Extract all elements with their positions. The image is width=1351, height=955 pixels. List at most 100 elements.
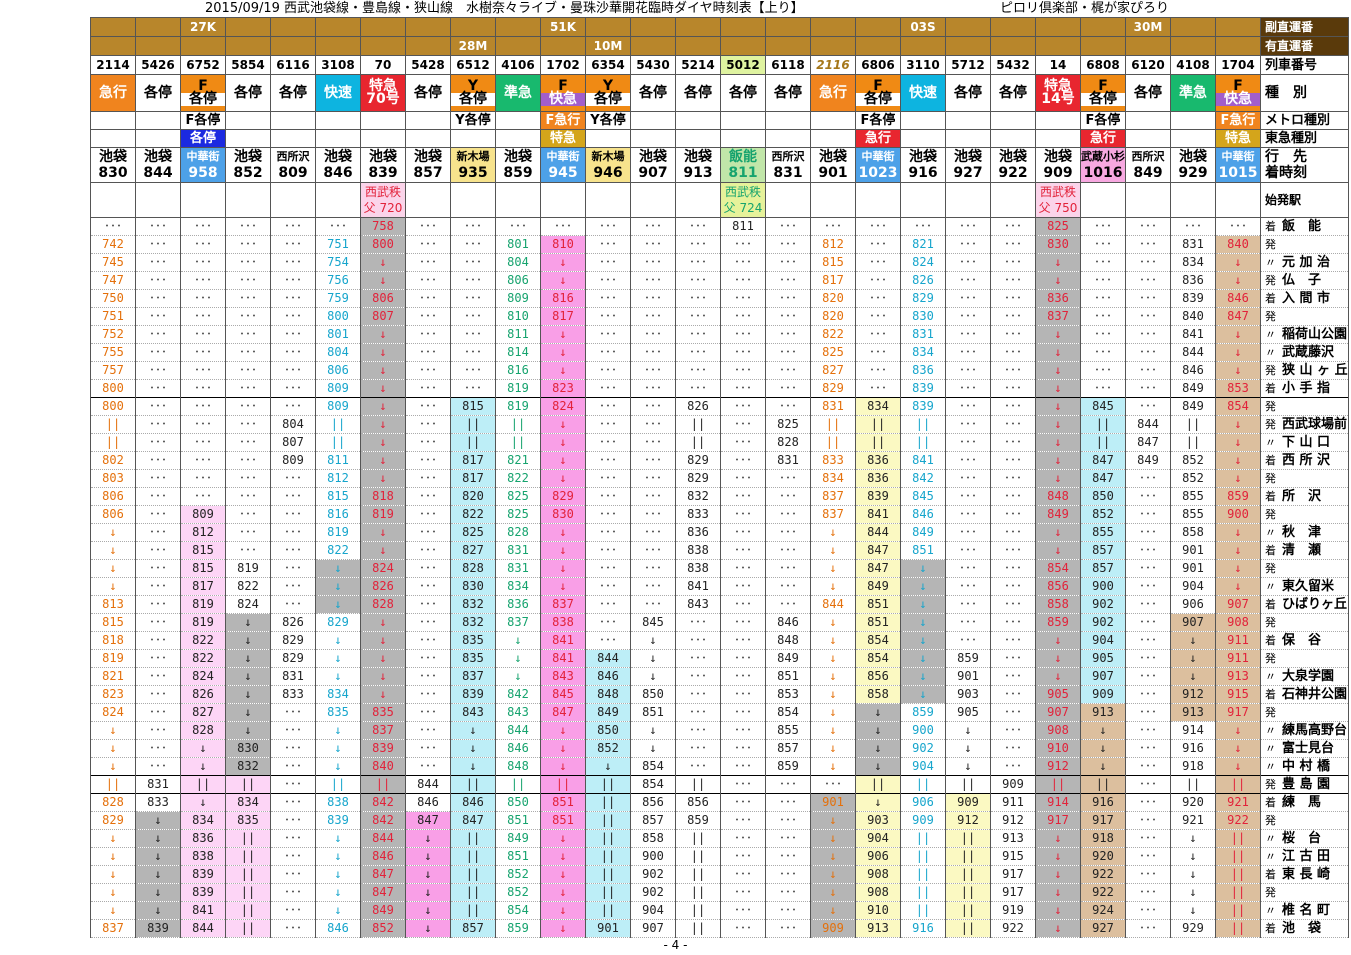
station-name: 小 手 指: [1282, 381, 1331, 396]
time-cell: 815: [180, 541, 226, 560]
time-cell: 809: [315, 379, 361, 398]
train-type-cell: 各停: [405, 74, 451, 112]
time-cell: 841: [900, 451, 946, 470]
time-cell: ||: [900, 829, 946, 848]
time-cell: 823: [540, 379, 586, 398]
time-cell: ･･･: [720, 739, 766, 758]
table-row: 752 ･･･ ･･･ ･･･ ･･･ 801 ↓ ･･･ ･･･ 811 ↓ ･･･ ･･･ ･･･ ･･…: [90, 325, 1349, 344]
table-row: ↓ ↓ 838 || ･･･ ↓ 846 ↓ || 851 ↓ || 900 || ･･･ ･･･ ↓ 906 ||…: [90, 847, 1349, 866]
time-cell: ･･･: [765, 523, 811, 542]
time-cell: ･･･: [405, 757, 451, 776]
tokyu-type-cell: 特急: [540, 129, 586, 148]
time-cell: 837: [90, 919, 136, 938]
time-cell: 909: [1080, 685, 1126, 704]
run-number-cell: 51K: [540, 17, 586, 37]
time-cell: 908: [1035, 721, 1081, 740]
time-cell: 818: [360, 487, 406, 506]
time-cell: ･･･: [1125, 361, 1171, 380]
time-cell: 806: [360, 289, 406, 308]
time-cell: ||: [945, 883, 991, 902]
time-cell: 904: [1170, 577, 1216, 596]
tokyu-type-cell: [315, 129, 361, 148]
time-cell: ･･･: [585, 253, 631, 272]
time-cell: 806: [315, 361, 361, 380]
time-cell: ･･･: [630, 577, 676, 596]
origin-cell: [315, 182, 361, 218]
arr-dep-mark: 着: [1265, 490, 1276, 503]
time-cell: ･･･: [1125, 469, 1171, 488]
origin-cell: [270, 182, 316, 218]
time-cell: ･･･: [765, 883, 811, 902]
station-name: 石神井公園: [1282, 687, 1348, 702]
time-cell: 918: [1170, 757, 1216, 776]
time-cell: 841: [540, 631, 586, 650]
time-cell: 806: [90, 487, 136, 506]
time-cell: 859: [1215, 487, 1261, 506]
run-number-cell: [495, 36, 541, 56]
time-cell: ･･･: [180, 217, 226, 236]
time-cell: ･･･: [585, 469, 631, 488]
time-cell: ･･･: [1080, 325, 1126, 344]
time-cell: ･･･: [270, 901, 316, 920]
table-row: 803 ･･･ ･･･ ･･･ ･･･ 812 ↓ ･･･ 817 822 ↓ ･･･ ･･･ 829 ･･…: [90, 469, 1349, 488]
metro-type-cell: [495, 111, 541, 130]
time-cell: ･･･: [720, 559, 766, 578]
time-cell: ･･･: [1080, 289, 1126, 308]
time-cell: ･･･: [1125, 217, 1171, 236]
table-row: 757 ･･･ ･･･ ･･･ ･･･ 806 ↓ ･･･ ･･･ 816 ↓ ･･･ ･･･ ･･･ ･･…: [90, 361, 1349, 380]
time-cell: ･･･: [630, 523, 676, 542]
time-cell: 829: [270, 649, 316, 668]
time-cell: ||: [585, 829, 631, 848]
time-cell: 900: [1215, 505, 1261, 524]
time-cell: 858: [630, 829, 676, 848]
time-cell: 839: [855, 487, 901, 506]
time-cell: ||: [945, 865, 991, 884]
destination-arrival: 929: [1178, 165, 1208, 181]
time-cell: 850: [585, 721, 631, 740]
time-cell: ↓: [1215, 343, 1261, 362]
time-cell: ↓: [225, 685, 271, 704]
time-cell: ･･･: [180, 379, 226, 398]
time-cell: 849: [585, 703, 631, 722]
time-cell: 917: [1215, 703, 1261, 722]
destination-arrival: 1016: [1083, 165, 1123, 181]
time-cell: 829: [270, 631, 316, 650]
station-name-cell: 着ひばりヶ丘: [1260, 595, 1349, 614]
origin-cell: [405, 182, 451, 218]
station-name-cell: 〃武蔵藤沢: [1260, 343, 1349, 362]
time-cell: 839: [360, 739, 406, 758]
destination-cell: 池袋 839: [360, 147, 406, 183]
time-cell: ･･･: [765, 775, 811, 794]
tokyu-type-cell: [675, 129, 721, 148]
train-type-cell: Y 各停: [450, 74, 496, 112]
metro-type-cell: [990, 111, 1036, 130]
time-cell: ･･･: [675, 235, 721, 254]
origin-cell: 西武秩父 720: [360, 182, 406, 218]
time-cell: ･･･: [225, 361, 271, 380]
time-cell: ･･･: [720, 523, 766, 542]
time-cell: ･･･: [405, 667, 451, 686]
origin-cell: [135, 182, 181, 218]
time-cell: 834: [855, 397, 901, 416]
time-cell: ||: [225, 847, 271, 866]
arr-dep-mark: 着: [1265, 868, 1276, 881]
time-cell: ･･･: [270, 361, 316, 380]
time-cell: ･･･: [720, 541, 766, 560]
time-cell: ･･･: [1080, 343, 1126, 362]
time-cell: ･･･: [720, 253, 766, 272]
time-cell: ･･･: [990, 505, 1036, 524]
time-cell: 800: [315, 307, 361, 326]
time-cell: ||: [855, 415, 901, 434]
time-cell: ･･･: [675, 703, 721, 722]
time-cell: ↓: [315, 757, 361, 776]
time-cell: ↓: [540, 271, 586, 290]
time-cell: ↓: [360, 253, 406, 272]
time-cell: ･･･: [405, 685, 451, 704]
time-cell: ･･･: [990, 577, 1036, 596]
time-cell: ･･･: [1080, 271, 1126, 290]
time-cell: ･･･: [1125, 811, 1171, 830]
time-cell: ･･･: [585, 307, 631, 326]
time-cell: 809: [495, 289, 541, 308]
time-cell: ||: [585, 793, 631, 812]
time-cell: 922: [990, 919, 1036, 938]
